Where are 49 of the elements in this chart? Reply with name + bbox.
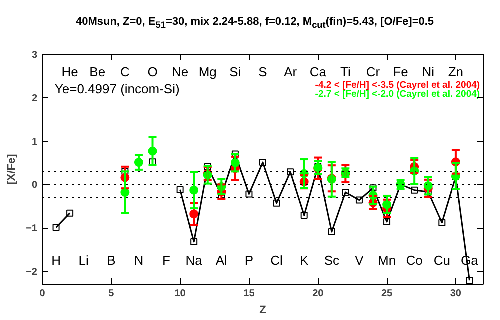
x-tick-label: 20 — [312, 288, 324, 300]
annotation: Mg — [198, 64, 217, 80]
x-tick-label: 15 — [244, 288, 256, 300]
x-tick-label: 30 — [450, 288, 462, 300]
annotation: Co — [406, 253, 423, 268]
annotation: Cu — [434, 253, 450, 268]
annotation: Zn — [448, 64, 464, 80]
y-tick-label: −2 — [26, 266, 38, 278]
annotation: Sc — [324, 253, 340, 268]
x-tick-label: 25 — [381, 288, 394, 300]
annotation: N — [134, 253, 144, 268]
annotation: Si — [230, 64, 242, 80]
x-axis-title: Z — [260, 304, 267, 316]
chart-title: 40Msun, Z=0, E$_{51}$=30, mix 2.24-5.88, f=0.12, M$_{cut}$(fin)=5.43, [O/Fe]=0.5 — [74, 15, 436, 32]
annotation: Na — [186, 253, 204, 268]
y-axis-title: [X/Fe] — [6, 154, 18, 185]
annotation: Fe — [393, 64, 408, 80]
annotation: C — [120, 64, 130, 80]
y-tick-label: 2 — [32, 93, 38, 104]
annotation: O — [148, 64, 158, 80]
annotation: Li — [78, 253, 90, 268]
annotation: Cr — [366, 64, 381, 80]
annotation: Ye=0.4997 (incom-Si) — [54, 82, 180, 97]
annotation: Ni — [422, 64, 435, 80]
annotation: Cl — [270, 253, 284, 268]
annotation: B — [107, 253, 116, 268]
text: -4.2 < [Fe/H] <-3.5 (Cayrel et al. 2004) — [315, 80, 480, 92]
x-tick-label: 5 — [108, 288, 115, 300]
y-tick-label: 1 — [32, 136, 38, 148]
x-tick-label: 0 — [40, 288, 46, 300]
annotation: Ti — [340, 64, 351, 80]
annotation: H — [52, 253, 61, 268]
annotation: P — [244, 253, 254, 268]
y-tick-label: 0 — [32, 180, 38, 192]
text: -2.7 < [Fe/H] <-2.0 (Cayrel et al. 2004) — [315, 88, 480, 100]
x-tick-label: 10 — [174, 288, 186, 300]
annotation: Al — [216, 253, 228, 268]
annotation: V — [355, 253, 364, 268]
y-tick-label: 3 — [32, 50, 38, 61]
annotation: S — [258, 64, 268, 80]
y-tick-label: −1 — [26, 224, 38, 235]
annotation: Mn — [378, 253, 396, 268]
annotation: He — [62, 64, 78, 80]
annotation: Ar — [284, 64, 298, 80]
annotation: K — [300, 253, 310, 268]
annotation: Ca — [310, 64, 328, 80]
annotation: Ne — [172, 64, 189, 80]
annotation: F — [162, 253, 171, 268]
annotation: Be — [90, 64, 106, 80]
